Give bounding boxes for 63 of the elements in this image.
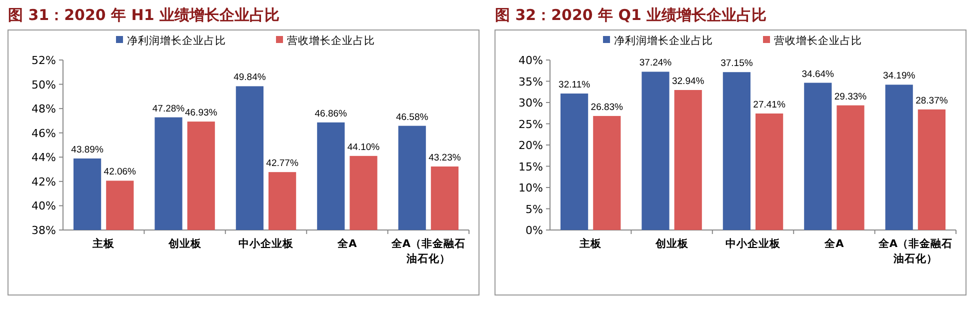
bar: [593, 116, 621, 230]
x-tick-label: 全A: [336, 237, 358, 250]
y-tick-label: 10%: [518, 182, 543, 194]
data-label: 46.86%: [314, 108, 348, 120]
x-tick-label: 中小企业板: [726, 237, 782, 250]
bar: [722, 72, 750, 230]
y-tick-label: 25%: [518, 118, 543, 131]
data-label: 29.33%: [834, 91, 868, 102]
data-label: 43.89%: [71, 144, 104, 156]
legend-label: 营收增长企业占比: [287, 34, 375, 47]
data-label: 32.94%: [672, 76, 705, 88]
y-tick-label: 5%: [526, 202, 543, 216]
x-tick-label: 全A（非金融石油石化）: [877, 237, 952, 265]
y-tick-label: 48%: [32, 102, 56, 116]
y-tick-label: 50%: [32, 78, 56, 92]
data-label: 37.24%: [639, 58, 672, 69]
bar: [804, 82, 832, 230]
y-tick-label: 44%: [32, 151, 56, 164]
data-label: 27.41%: [753, 100, 786, 111]
bar: [560, 94, 588, 230]
y-tick-label: 30%: [518, 96, 543, 110]
data-label: 32.11%: [558, 80, 591, 91]
data-label: 46.93%: [184, 108, 218, 119]
data-label: 47.28%: [152, 103, 186, 114]
x-tick-label: 创业板: [167, 237, 202, 250]
y-tick-label: 15%: [518, 160, 543, 174]
x-tick-label: 主板: [92, 237, 116, 250]
x-tick-label: 全A（非金融石油石化）: [390, 237, 466, 265]
x-tick-label: 全A: [824, 237, 845, 250]
data-label: 42.06%: [104, 166, 137, 178]
data-label: 34.19%: [882, 70, 916, 82]
data-label: 34.64%: [802, 68, 835, 80]
data-label: 37.15%: [720, 58, 754, 70]
x-tick-label: 中小企业板: [238, 237, 294, 250]
y-tick-label: 0%: [526, 224, 543, 237]
legend-label: 净利润增长企业占比: [614, 34, 713, 47]
x-tick-label: 创业板: [654, 237, 690, 250]
bar: [885, 84, 913, 230]
data-label: 42.77%: [266, 158, 299, 170]
data-label: 43.23%: [428, 152, 462, 164]
data-label: 28.37%: [916, 95, 948, 106]
bar: [836, 105, 864, 230]
y-tick-label: 20%: [518, 139, 543, 152]
y-tick-label: 40%: [32, 200, 56, 213]
bar: [674, 90, 702, 230]
data-label: 44.10%: [347, 142, 380, 153]
y-tick-label: 42%: [32, 175, 56, 188]
y-tick-label: 38%: [32, 224, 56, 237]
chart-title: 图 32：2020 年 Q1 业绩增长企业占比: [495, 6, 767, 24]
y-tick-label: 52%: [32, 54, 56, 67]
bar: [918, 109, 946, 230]
chart-title: 图 31：2020 年 H1 业绩增长企业占比: [8, 6, 280, 24]
data-label: 26.83%: [590, 102, 624, 113]
y-tick-label: 35%: [518, 75, 543, 88]
y-tick-label: 46%: [32, 126, 56, 140]
legend-label: 营收增长企业占比: [774, 34, 862, 47]
y-tick-label: 40%: [518, 54, 543, 67]
data-label: 46.58%: [396, 112, 429, 123]
bar: [756, 114, 784, 230]
x-tick-label: 主板: [578, 237, 603, 250]
legend-label: 净利润增长企业占比: [127, 34, 226, 47]
data-label: 49.84%: [234, 72, 266, 84]
bar: [642, 72, 670, 230]
